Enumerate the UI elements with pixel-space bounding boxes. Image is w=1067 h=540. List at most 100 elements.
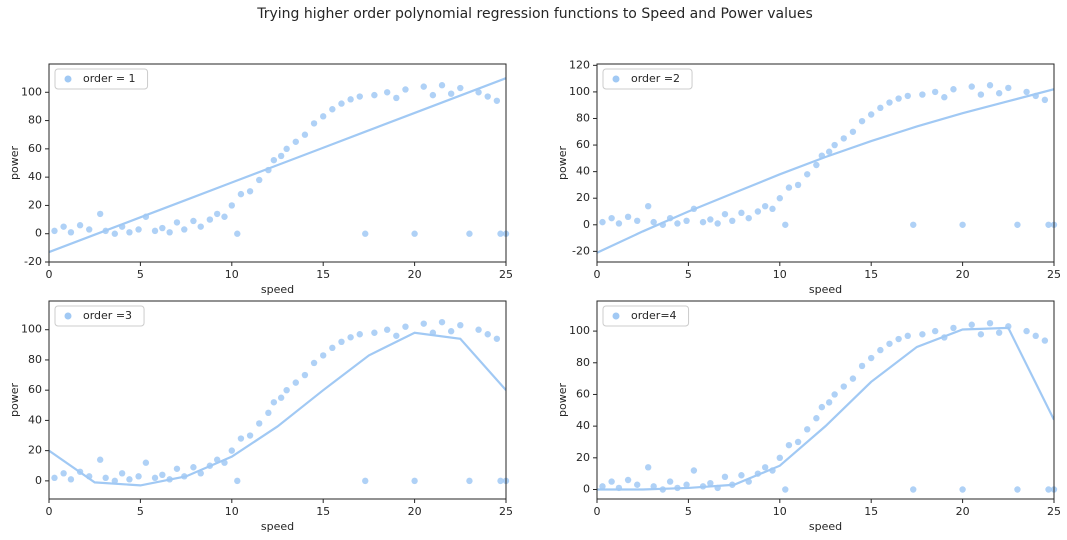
data-point [831, 141, 838, 149]
data-point [950, 324, 957, 332]
data-point [919, 91, 926, 98]
data-point [968, 321, 975, 328]
data-point [608, 214, 615, 222]
x-tick-label: 0 [46, 505, 53, 518]
data-point [825, 399, 833, 406]
data-point [96, 210, 104, 218]
data-point [301, 131, 309, 138]
data-point [707, 216, 714, 223]
data-point [683, 217, 690, 225]
data-point [785, 184, 793, 191]
data-point [237, 435, 245, 442]
x-tick-label: 20 [408, 505, 422, 518]
data-point [221, 213, 228, 220]
data-point [776, 454, 783, 462]
data-point [411, 230, 418, 237]
data-point [111, 230, 119, 237]
x-tick-label: 0 [594, 505, 601, 518]
y-tick-label: 20 [576, 191, 590, 204]
data-point [118, 470, 126, 477]
data-point [1041, 96, 1049, 104]
x-tick-label: 20 [956, 268, 970, 281]
data-point [292, 138, 299, 145]
data-point [721, 210, 729, 218]
data-point [457, 321, 464, 329]
data-point [347, 334, 354, 341]
x-tick-label: 5 [685, 505, 692, 518]
data-point [310, 359, 318, 367]
y-tick-label: 0 [35, 227, 42, 240]
data-point [1023, 327, 1030, 335]
data-point [959, 486, 966, 493]
data-point [173, 219, 181, 226]
y-axis-label: power [8, 146, 21, 180]
y-tick-label: -20 [572, 244, 590, 257]
data-point [886, 340, 893, 347]
data-point [383, 326, 391, 333]
data-point [1014, 486, 1021, 493]
y-tick-label: 60 [576, 387, 590, 400]
fit-line [49, 331, 506, 487]
data-point [283, 145, 290, 153]
data-point [86, 226, 93, 233]
data-point [60, 470, 67, 477]
data-point [493, 335, 501, 342]
data-point [634, 217, 641, 225]
data-point [497, 230, 504, 237]
y-tick-label: 100 [21, 85, 42, 98]
data-point [831, 391, 838, 398]
data-point [51, 227, 58, 235]
data-point [135, 473, 142, 480]
data-point [102, 474, 109, 482]
y-tick-label: 80 [576, 356, 590, 369]
data-point [411, 477, 418, 485]
data-point [484, 93, 491, 100]
data-point [159, 224, 166, 232]
data-point [173, 465, 181, 472]
data-point [256, 420, 263, 427]
data-point [840, 383, 847, 390]
data-point [825, 148, 833, 155]
y-tick-label: -20 [24, 255, 42, 268]
data-point [721, 473, 729, 481]
data-point [237, 190, 245, 198]
data-point [877, 104, 884, 112]
axes-frame [48, 63, 507, 263]
data-point [1045, 221, 1052, 228]
data-point [338, 100, 345, 107]
data-point [599, 483, 606, 490]
data-point [1014, 221, 1021, 228]
data-point [320, 113, 327, 120]
axes-frame [596, 300, 1055, 500]
y-axis-label: power [556, 146, 569, 180]
data-point [420, 83, 427, 90]
data-point [895, 95, 902, 102]
data-point [683, 481, 690, 488]
data-point [159, 471, 166, 479]
y-tick-label: 80 [28, 114, 42, 127]
data-point [493, 97, 501, 104]
data-point [615, 220, 623, 227]
legend-marker [612, 75, 620, 83]
data-point [804, 171, 811, 178]
y-tick-label: 20 [28, 444, 42, 457]
x-tick-label: 10 [773, 268, 787, 281]
data-point [995, 329, 1003, 336]
data-point [347, 96, 354, 103]
data-point [135, 226, 142, 233]
data-point [447, 328, 455, 335]
legend-label: order=4 [631, 309, 677, 322]
data-point [910, 486, 917, 493]
data-point [256, 176, 263, 184]
x-tick-label: 10 [225, 505, 239, 518]
data-point [690, 467, 698, 474]
data-point [761, 202, 769, 210]
data-point [429, 91, 437, 99]
data-point [190, 217, 197, 225]
data-point [986, 82, 994, 89]
data-point [644, 464, 652, 471]
data-point [265, 409, 272, 417]
data-point [96, 456, 104, 463]
data-point [371, 329, 378, 336]
data-point [858, 117, 866, 125]
